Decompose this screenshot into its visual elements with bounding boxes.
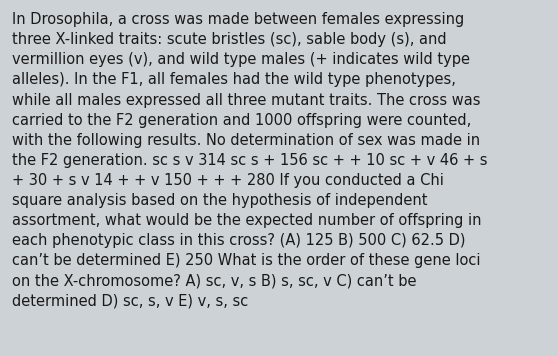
Text: alleles). In the F1, all females had the wild type phenotypes,: alleles). In the F1, all females had the…	[12, 72, 456, 87]
Text: carried to the F2 generation and 1000 offspring were counted,: carried to the F2 generation and 1000 of…	[12, 112, 472, 127]
Text: on the X-chromosome? A) sc, v, s B) s, sc, v C) can’t be: on the X-chromosome? A) sc, v, s B) s, s…	[12, 274, 416, 289]
Text: vermillion eyes (v), and wild type males (+ indicates wild type: vermillion eyes (v), and wild type males…	[12, 52, 470, 67]
Text: In Drosophila, a cross was made between females expressing: In Drosophila, a cross was made between …	[12, 12, 464, 27]
Text: each phenotypic class in this cross? (A) 125 B) 500 C) 62.5 D): each phenotypic class in this cross? (A)…	[12, 234, 465, 248]
Text: assortment, what would be the expected number of offspring in: assortment, what would be the expected n…	[12, 213, 482, 228]
Text: determined D) sc, s, v E) v, s, sc: determined D) sc, s, v E) v, s, sc	[12, 294, 248, 309]
Text: with the following results. No determination of sex was made in: with the following results. No determina…	[12, 133, 480, 148]
Text: can’t be determined E) 250 What is the order of these gene loci: can’t be determined E) 250 What is the o…	[12, 253, 480, 268]
Text: the F2 generation. sc s v 314 sc s + 156 sc + + 10 sc + v 46 + s: the F2 generation. sc s v 314 sc s + 156…	[12, 153, 488, 168]
Text: while all males expressed all three mutant traits. The cross was: while all males expressed all three muta…	[12, 93, 480, 108]
Text: square analysis based on the hypothesis of independent: square analysis based on the hypothesis …	[12, 193, 427, 208]
Text: + 30 + s v 14 + + v 150 + + + 280 If you conducted a Chi: + 30 + s v 14 + + v 150 + + + 280 If you…	[12, 173, 444, 188]
Text: three X-linked traits: scute bristles (sc), sable body (s), and: three X-linked traits: scute bristles (s…	[12, 32, 446, 47]
